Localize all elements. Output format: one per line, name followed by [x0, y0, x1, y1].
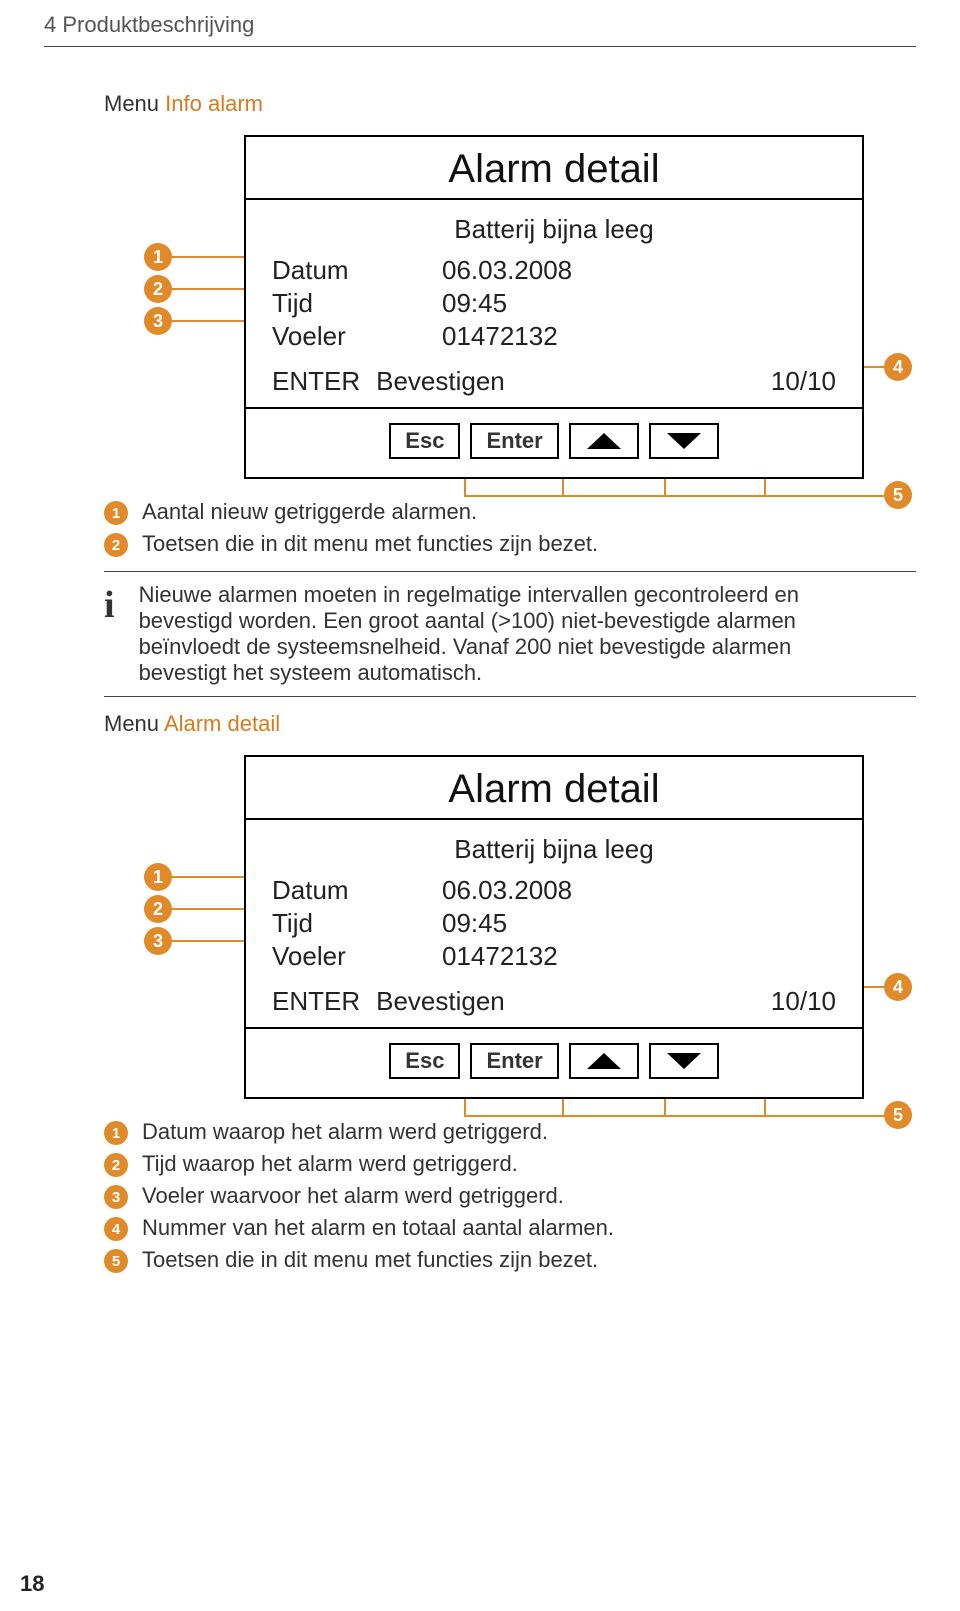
row-key: Tijd [272, 908, 442, 939]
menu-label-2: Menu Alarm detail [104, 711, 916, 737]
screen-title: Alarm detail [246, 757, 862, 820]
softkey-bar: Esc Enter [246, 1027, 862, 1097]
row-val: 01472132 [442, 941, 558, 972]
screen-wrap-2: 1 2 3 4 5 Alarm detail Batterij bijna le… [144, 755, 864, 1099]
lcd-screen-2: Alarm detail Batterij bijna leeg Datum06… [244, 755, 864, 1099]
legend-badge: 2 [104, 1153, 128, 1177]
legend-badge: 1 [104, 1121, 128, 1145]
info-text: Nieuwe alarmen moeten in regelmatige int… [139, 582, 839, 686]
row-val: 01472132 [442, 321, 558, 352]
screen-row: Tijd09:45 [272, 908, 836, 939]
legend-item: 4 Nummer van het alarm en totaal aantal a… [104, 1215, 916, 1241]
row-key: Tijd [272, 288, 442, 319]
screen-row: Datum06.03.2008 [272, 875, 836, 906]
row-key: Datum [272, 255, 442, 286]
callout-line [862, 366, 884, 368]
confirm-label: Bevestigen [376, 986, 505, 1017]
screen-body: Batterij bijna leeg Datum06.03.2008 Tijd… [246, 820, 862, 1027]
screen-row: Voeler01472132 [272, 321, 836, 352]
legend-text: Nummer van het alarm en totaal aantal al… [142, 1215, 614, 1241]
screen-body: Batterij bijna leeg Datum06.03.2008 Tijd… [246, 200, 862, 407]
callout-line [464, 1115, 884, 1117]
legend-text: Tijd waarop het alarm werd getriggerd. [142, 1151, 518, 1177]
up-key[interactable] [569, 1043, 639, 1079]
menu-label-1: Menu Info alarm [104, 91, 916, 117]
callout-badge-5: 5 [884, 1101, 912, 1129]
down-key[interactable] [649, 423, 719, 459]
legend-text: Voeler waarvoor het alarm werd getrigger… [142, 1183, 564, 1209]
screen-subtitle: Batterij bijna leeg [272, 214, 836, 245]
screen-row: Tijd09:45 [272, 288, 836, 319]
arrow-up-icon [587, 433, 621, 449]
callout-line [862, 986, 884, 988]
callout-badge-4: 4 [884, 973, 912, 1001]
screen-row: Datum06.03.2008 [272, 255, 836, 286]
softkey-bar: Esc Enter [246, 407, 862, 477]
callout-badge-1: 1 [144, 243, 172, 271]
callout-badge-4: 4 [884, 353, 912, 381]
info-block: i Nieuwe alarmen moeten in regelmatige i… [104, 571, 916, 697]
confirm-row: ENTER Bevestigen 10/10 [272, 366, 836, 397]
legend-text: Datum waarop het alarm werd getriggerd. [142, 1119, 548, 1145]
legend-item: 5 Toetsen die in dit menu met functies zi… [104, 1247, 916, 1273]
counter: 10/10 [771, 986, 836, 1017]
info-icon: i [104, 582, 115, 624]
screen-subtitle: Batterij bijna leeg [272, 834, 836, 865]
up-key[interactable] [569, 423, 639, 459]
legend-badge: 4 [104, 1217, 128, 1241]
legend-badge: 3 [104, 1185, 128, 1209]
legend-badge: 2 [104, 533, 128, 557]
screen-title: Alarm detail [246, 137, 862, 200]
lcd-screen-1: Alarm detail Batterij bijna leeg Datum06… [244, 135, 864, 479]
screen-wrap-1: 1 2 3 4 5 Alarm detail Batterij bijna le… [144, 135, 864, 479]
esc-key[interactable]: Esc [389, 1043, 460, 1079]
legend-item: 1 Aantal nieuw getriggerde alarmen. [104, 499, 916, 525]
down-key[interactable] [649, 1043, 719, 1079]
row-key: Voeler [272, 941, 442, 972]
callout-badge-2: 2 [144, 895, 172, 923]
legend-item: 3 Voeler waarvoor het alarm werd getrigge… [104, 1183, 916, 1209]
menu-name: Info alarm [165, 91, 263, 116]
legend-item: 1 Datum waarop het alarm werd getriggerd. [104, 1119, 916, 1145]
row-key: Voeler [272, 321, 442, 352]
arrow-up-icon [587, 1053, 621, 1069]
legend-item: 2 Toetsen die in dit menu met functies zi… [104, 531, 916, 557]
callout-badge-3: 3 [144, 927, 172, 955]
header-divider [44, 46, 916, 47]
callout-badge-1: 1 [144, 863, 172, 891]
counter: 10/10 [771, 366, 836, 397]
screen-row: Voeler01472132 [272, 941, 836, 972]
menu-prefix: Menu [104, 91, 165, 116]
row-val: 06.03.2008 [442, 875, 572, 906]
confirm-label: Bevestigen [376, 366, 505, 397]
legend-text: Aantal nieuw getriggerde alarmen. [142, 499, 477, 525]
menu-prefix: Menu [104, 711, 164, 736]
esc-key[interactable]: Esc [389, 423, 460, 459]
row-val: 09:45 [442, 288, 507, 319]
callout-badge-5: 5 [884, 481, 912, 509]
enter-key[interactable]: Enter [470, 423, 558, 459]
page-number: 18 [20, 1571, 44, 1597]
callout-line [464, 495, 884, 497]
legend-item: 2 Tijd waarop het alarm werd getriggerd. [104, 1151, 916, 1177]
legend-badge: 5 [104, 1249, 128, 1273]
row-val: 09:45 [442, 908, 507, 939]
callout-badge-2: 2 [144, 275, 172, 303]
legend-text: Toetsen die in dit menu met functies zij… [142, 531, 598, 557]
row-val: 06.03.2008 [442, 255, 572, 286]
row-key: Datum [272, 875, 442, 906]
enter-key[interactable]: Enter [470, 1043, 558, 1079]
confirm-key: ENTER [272, 366, 360, 397]
confirm-row: ENTER Bevestigen 10/10 [272, 986, 836, 1017]
callout-badge-3: 3 [144, 307, 172, 335]
legend-text: Toetsen die in dit menu met functies zij… [142, 1247, 598, 1273]
menu-name: Alarm detail [164, 711, 280, 736]
page-header: 4 Produktbeschrijving [44, 12, 916, 38]
legend-1: 1 Aantal nieuw getriggerde alarmen. 2 Toet… [104, 499, 916, 557]
legend-badge: 1 [104, 501, 128, 525]
legend-2: 1 Datum waarop het alarm werd getriggerd.… [104, 1119, 916, 1273]
arrow-down-icon [667, 433, 701, 449]
arrow-down-icon [667, 1053, 701, 1069]
confirm-key: ENTER [272, 986, 360, 1017]
